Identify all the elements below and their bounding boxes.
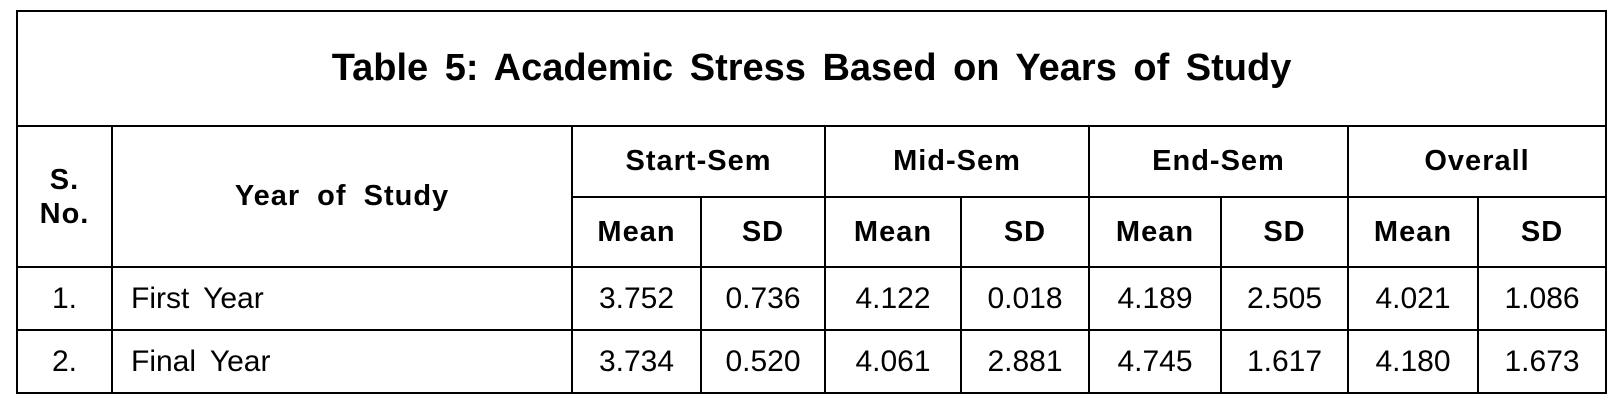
value-cell: 0.018 xyxy=(960,266,1090,331)
title-row: Table 5: Academic Stress Based on Years … xyxy=(15,10,1608,127)
value-cell: 3.734 xyxy=(571,329,702,394)
value-cell: 1.673 xyxy=(1476,329,1608,394)
subheader: Mean xyxy=(1088,196,1222,268)
subheader: SD xyxy=(960,196,1090,268)
subheader: SD xyxy=(1476,196,1608,268)
header-row: S. No. Year of Study Start-Sem Mid-Sem End… xyxy=(16,125,1608,268)
subheader: Mean xyxy=(1347,196,1479,268)
value-cell: 4.180 xyxy=(1347,329,1479,394)
value-cell: 2.505 xyxy=(1220,266,1349,331)
subheader: Mean xyxy=(571,196,702,268)
value-cell: 4.745 xyxy=(1088,329,1222,394)
group-header: End-Sem xyxy=(1088,125,1349,198)
data-table: Table 5: Academic Stress Based on Years … xyxy=(15,10,1608,394)
subheader-row: Mean SD Mean SD Mean SD Mean SD xyxy=(17,196,1608,268)
subheader: SD xyxy=(1220,196,1349,268)
value-cell: 0.736 xyxy=(700,266,826,331)
year-cell: First Year xyxy=(111,266,573,331)
value-cell: 4.189 xyxy=(1088,266,1222,331)
subheader: SD xyxy=(700,196,826,268)
value-cell: 4.061 xyxy=(824,329,962,394)
group-header: Mid-Sem xyxy=(824,125,1090,198)
value-cell: 0.520 xyxy=(700,329,826,394)
value-cell: 1.086 xyxy=(1476,266,1608,331)
sno-header: S. No. xyxy=(16,125,113,268)
data-row: 1. First Year 3.752 0.736 4.122 0.018 4.189 2.5… xyxy=(16,266,1608,331)
table-body: Table 5: Academic Stress Based on Years … xyxy=(15,10,1608,394)
value-cell: 4.122 xyxy=(824,266,962,331)
subheader: Mean xyxy=(824,196,962,268)
value-cell: 1.617 xyxy=(1220,329,1349,394)
value-cell: 3.752 xyxy=(571,266,702,331)
sno-cell: 1. xyxy=(16,266,113,331)
data-row: 2. Final Year 3.734 0.520 4.061 2.881 4.745 1.6… xyxy=(16,329,1608,394)
group-header: Overall xyxy=(1346,125,1608,198)
year-header: Year of Study xyxy=(111,125,573,268)
value-cell: 4.021 xyxy=(1347,266,1479,331)
group-header: Start-Sem xyxy=(571,125,826,198)
year-cell: Final Year xyxy=(111,329,573,394)
value-cell: 2.881 xyxy=(960,329,1090,394)
table-title: Table 5: Academic Stress Based on Years … xyxy=(15,10,1608,127)
sno-cell: 2. xyxy=(16,329,113,394)
